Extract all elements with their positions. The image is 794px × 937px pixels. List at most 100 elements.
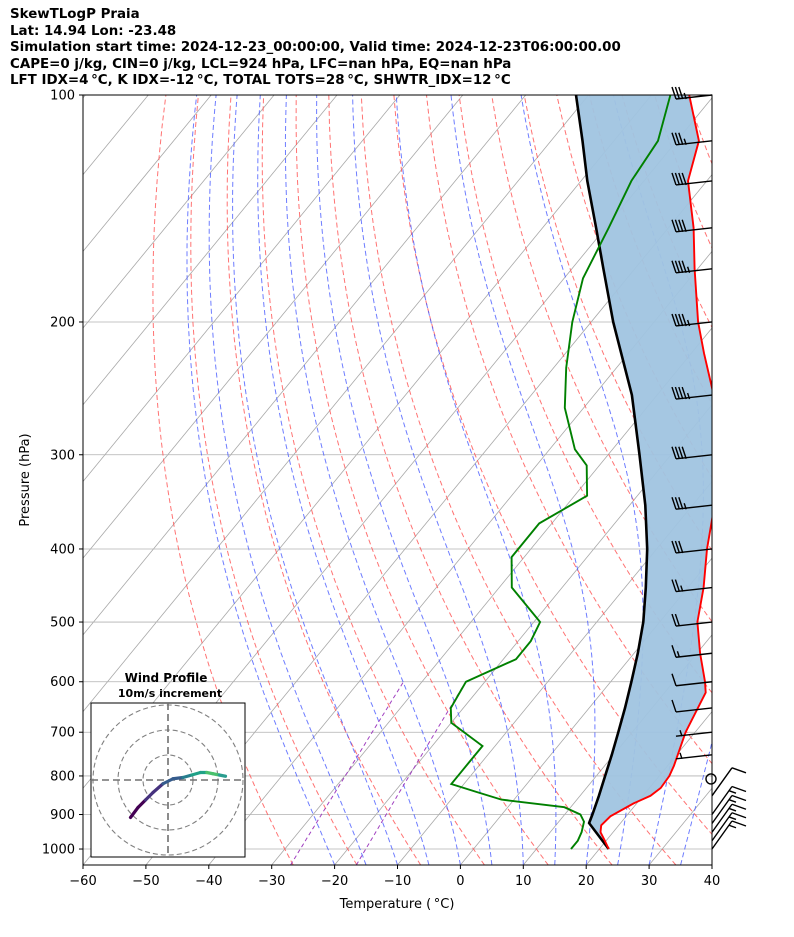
moist-adiabat: [711, 863, 712, 865]
barb-flag: [671, 613, 677, 627]
dry-adiabat: [393, 95, 712, 836]
moist-adiabat: [395, 95, 557, 865]
barb-flag: [674, 446, 681, 459]
wind-barb: [671, 540, 713, 554]
dry-adiabat: [491, 95, 712, 623]
parcel-profile-line: [574, 95, 649, 850]
mixing-ratio-line: [355, 681, 467, 865]
mixing-ratio-line: [290, 681, 404, 865]
x-tick-label: −40: [195, 874, 222, 889]
y-tick-label: 300: [50, 448, 75, 463]
barb-flag: [678, 540, 684, 554]
y-tick-label: 400: [50, 542, 75, 557]
hodograph-segment: [151, 782, 165, 795]
wind-barb: [711, 820, 747, 850]
hodograph-segment: [143, 790, 155, 802]
inset-subtitle: 10m/s increment: [118, 687, 222, 700]
barb-staff: [711, 767, 733, 797]
barb-flag: [686, 266, 691, 273]
wind-barb: [671, 613, 713, 627]
x-tick-label: 30: [641, 874, 658, 889]
y-tick-label: 500: [50, 616, 75, 631]
barb-staff: [675, 621, 713, 627]
barb-flag: [678, 446, 684, 459]
y-tick-label: 100: [50, 89, 75, 104]
cape-line: CAPE=0 j/kg, CIN=0 j/kg, LCL=924 hPa, LF…: [10, 56, 512, 72]
x-tick-label: 20: [578, 874, 595, 889]
dry-adiabat: [261, 95, 485, 865]
y-tick-label: 900: [50, 808, 75, 823]
barb-flag: [731, 820, 747, 827]
dry-adiabat: [785, 95, 794, 865]
dry-adiabat: [152, 95, 294, 865]
isotherm-line: [334, 404, 712, 865]
moist-adiabat: [316, 95, 493, 865]
temperature-line: [599, 95, 712, 850]
isotherm-line: [83, 95, 464, 559]
barb-flag: [674, 613, 681, 627]
moist-adiabat: [232, 95, 398, 865]
moist-adiabat: [520, 95, 644, 865]
barb-flag: [671, 386, 677, 400]
barb-flag: [678, 86, 684, 100]
barb-flag: [683, 503, 687, 510]
wind-barb: [671, 260, 713, 274]
wind-barbs: [671, 86, 747, 850]
wind-barb: [671, 497, 713, 510]
isotherm-line: [83, 95, 275, 329]
y-axis-label: Pressure (hPa): [18, 433, 33, 526]
barb-flag: [674, 132, 681, 145]
barb-flag: [674, 540, 681, 554]
time-line: Simulation start time: 2024-12-23_00:00:…: [10, 40, 621, 56]
dewpoint-line: [449, 95, 672, 850]
barb-flag: [674, 260, 681, 273]
barb-flag: [674, 219, 681, 232]
barb-flag: [674, 579, 681, 592]
barb-flag: [679, 730, 683, 737]
barb-flag: [728, 824, 737, 829]
barb-flag: [681, 313, 687, 327]
barb-flag: [681, 446, 687, 459]
hodograph-segment: [136, 798, 148, 810]
isotherm-line: [83, 95, 527, 636]
hodograph-segment: [171, 775, 185, 781]
barb-flag: [678, 386, 684, 400]
barb-flag: [674, 172, 681, 186]
wind-barb: [705, 773, 717, 785]
chart-header: SkewTLogP Praia Lat: 14.94 Lon: -23.48 S…: [10, 7, 621, 90]
wind-barb: [671, 673, 713, 687]
isotherm-line: [83, 95, 86, 99]
wind-barb: [671, 446, 713, 460]
x-tick-label: −10: [384, 874, 411, 889]
dry-adiabat: [752, 95, 794, 865]
dry-adiabat: [295, 95, 549, 865]
location-line: Lat: 14.94 Lon: -23.48: [10, 23, 177, 39]
barb-flag: [679, 752, 683, 760]
axes: −60 −50 −40 −30 −20 −10 0 10 20 30 40 100 200 300 400 5…: [42, 89, 720, 890]
barb-staff: [675, 707, 713, 713]
wind-barb: [711, 767, 747, 797]
wind-barb: [711, 812, 747, 842]
barb-flag: [671, 219, 677, 232]
barb-staff: [711, 820, 733, 850]
inset-title: Wind Profile: [125, 671, 208, 685]
barb-flag: [681, 260, 687, 273]
moist-adiabat: [257, 95, 430, 865]
dry-adiabat: [720, 95, 794, 865]
barb-flag: [674, 497, 681, 510]
barb-staff: [711, 803, 733, 833]
wind-barb: [675, 752, 713, 760]
hodograph-segment: [128, 805, 140, 820]
barb-flag: [731, 767, 747, 774]
index-line: LFT IDX=4 °C, K IDX=-12 °C, TOTAL TOTS=2…: [10, 73, 511, 89]
barb-flag: [671, 260, 677, 273]
moist-adiabat: [450, 95, 596, 865]
barb-flag: [731, 803, 747, 810]
y-tick-label: 200: [50, 315, 75, 330]
hodograph-segment: [161, 777, 175, 786]
barb-flag: [671, 132, 677, 145]
barb-flag: [671, 86, 677, 100]
wind-barb: [671, 86, 713, 100]
barb-flag: [671, 673, 677, 686]
